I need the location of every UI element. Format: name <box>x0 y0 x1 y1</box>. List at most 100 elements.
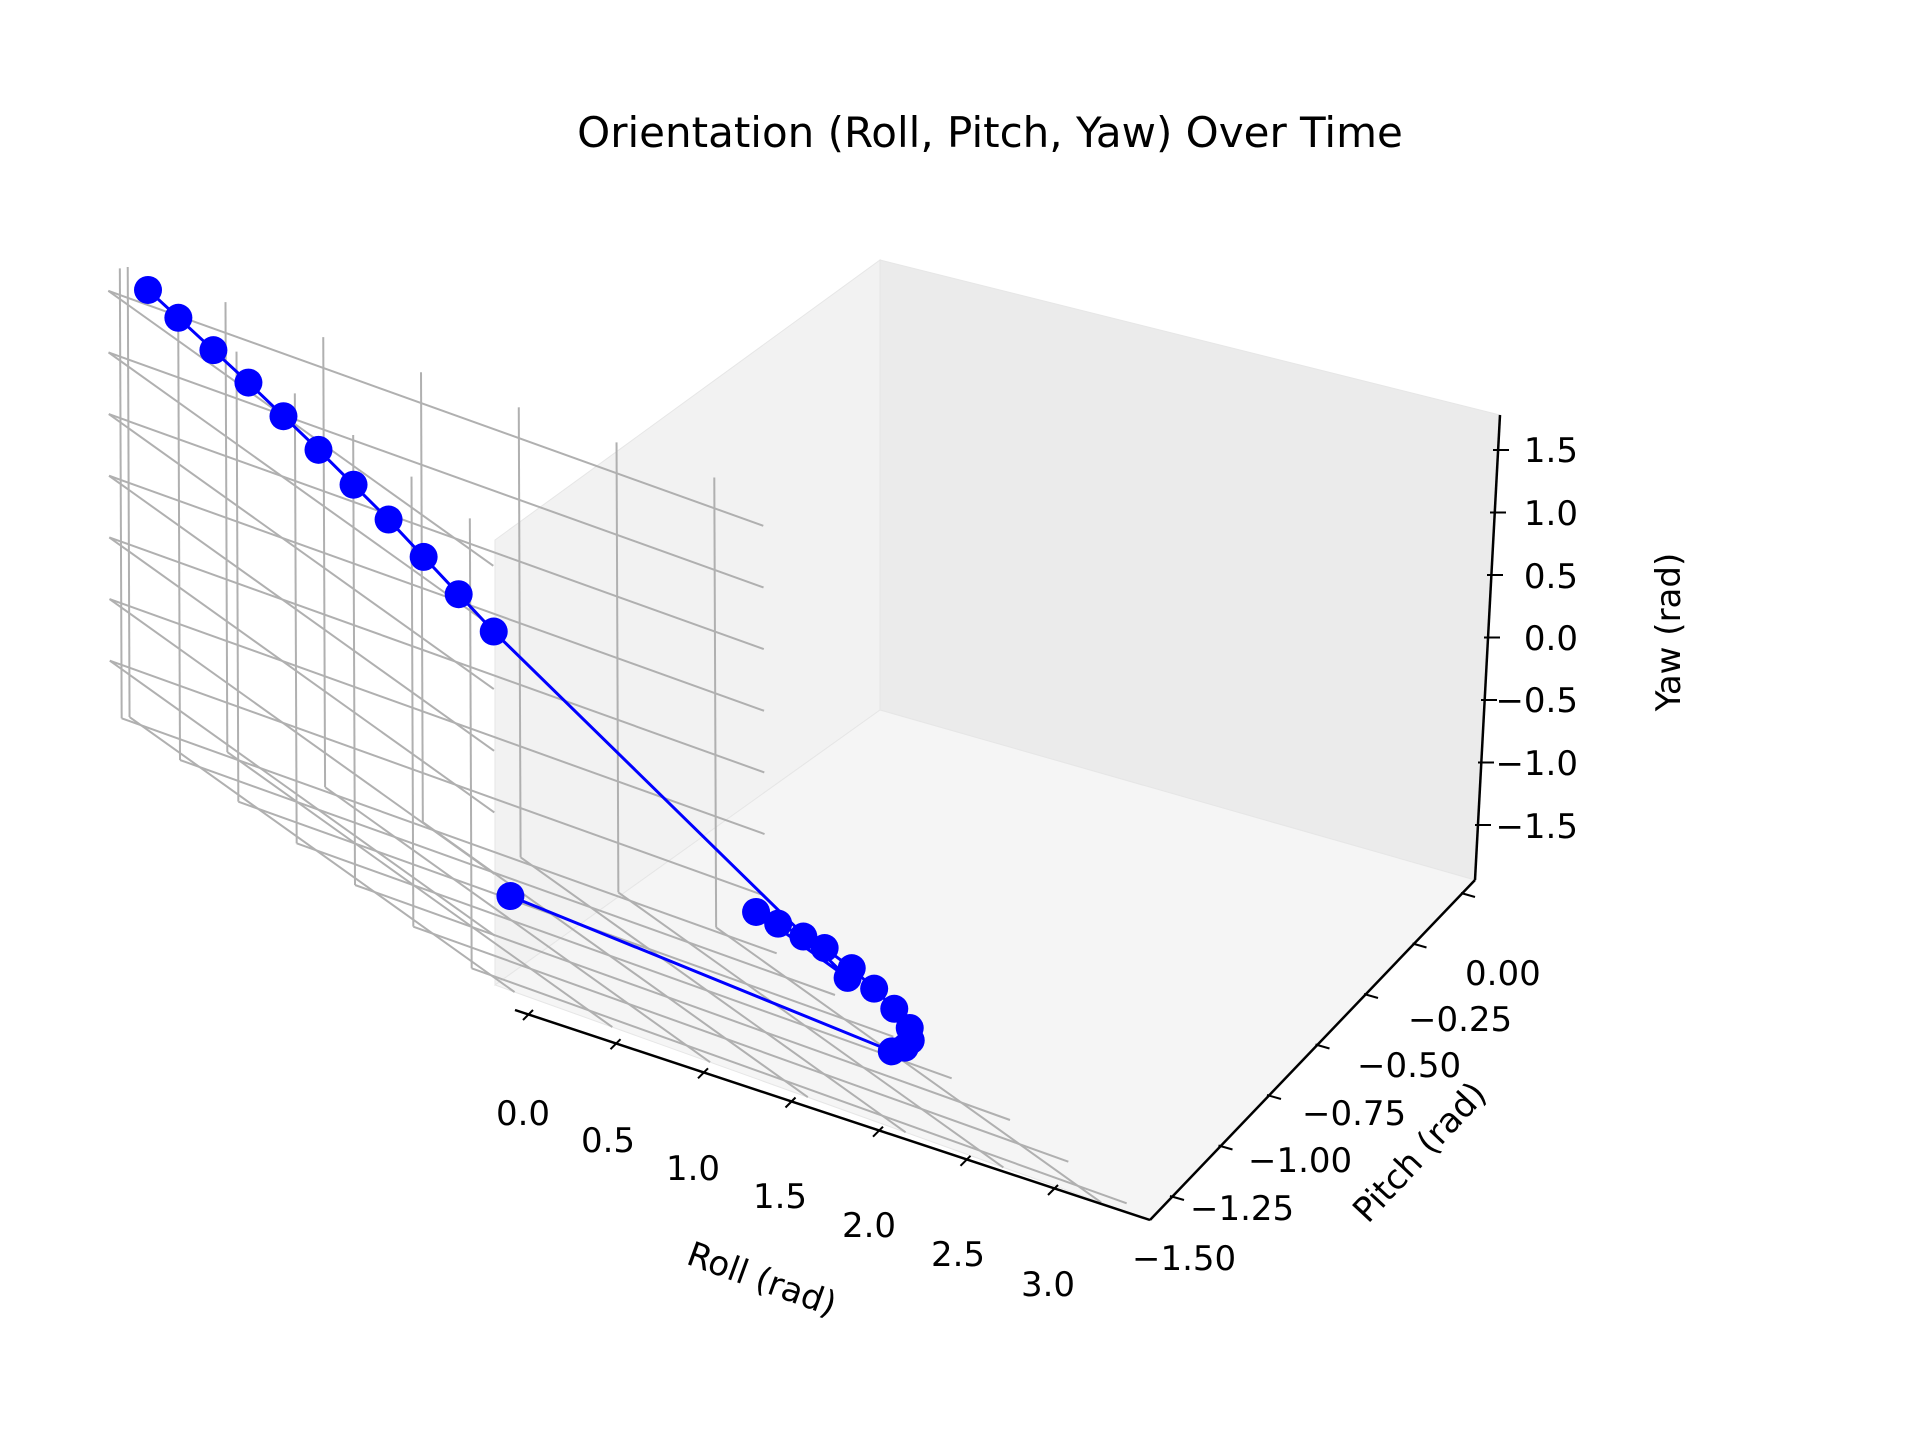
data-point <box>234 368 263 397</box>
data-point <box>789 922 818 951</box>
z-tick-label: −1.0 <box>1495 744 1578 784</box>
x-grid-line <box>322 337 327 788</box>
data-point <box>479 617 508 646</box>
y-tick-mark <box>1266 1094 1282 1100</box>
y-tick-label: −1.00 <box>1248 1141 1352 1181</box>
y-grid-line <box>354 884 1011 1121</box>
z-grid-line <box>109 659 766 897</box>
y-grid-line <box>352 434 356 886</box>
z-grid-line <box>108 413 765 651</box>
z-grid-line <box>107 351 495 629</box>
y-axis-line <box>1149 879 1476 1221</box>
data-series <box>134 275 925 1066</box>
axes <box>514 414 1509 1222</box>
data-point <box>134 275 163 304</box>
z-tick-label: 1.0 <box>1524 494 1578 534</box>
y-grid-line <box>118 268 123 719</box>
data-point <box>409 542 438 571</box>
x-tick-label: 1.0 <box>666 1149 720 1189</box>
x-tick-mark <box>959 1155 972 1167</box>
y-grid-line <box>121 717 778 955</box>
data-point <box>374 505 403 534</box>
z-tick-label: −0.5 <box>1495 681 1578 721</box>
x-grid-line <box>517 407 522 858</box>
z-axis-label: Yaw (rad) <box>1649 553 1689 712</box>
y-tick-mark <box>1412 942 1427 949</box>
y-tick-label: −0.75 <box>1302 1094 1406 1134</box>
y-grid-line <box>293 393 298 844</box>
x-grid-line <box>615 442 620 893</box>
z-grid-line <box>108 474 495 752</box>
x-tick-mark <box>784 1096 797 1109</box>
z-tick-label: −1.5 <box>1495 807 1578 847</box>
x-axis-line <box>514 1008 1151 1222</box>
z-tick-label: 0.0 <box>1524 619 1578 659</box>
data-point <box>199 336 228 365</box>
data-point <box>833 963 862 992</box>
z-grid-line <box>109 659 496 937</box>
z-grid-line <box>107 290 494 567</box>
x-tick-label: 2.5 <box>931 1235 985 1275</box>
y-grid-line <box>235 351 240 802</box>
data-point <box>860 974 889 1003</box>
z-grid-line <box>109 598 765 835</box>
data-point <box>269 402 298 431</box>
z-grid-line <box>108 474 765 712</box>
z-axis-line <box>1473 414 1502 881</box>
z-tick-label: 0.5 <box>1524 557 1578 597</box>
y-grid-line <box>412 925 1069 1163</box>
x-tick-label: 3.0 <box>1021 1265 1075 1305</box>
z-grid-line <box>108 351 764 589</box>
x-grid-line <box>226 751 613 1028</box>
data-point <box>895 1013 924 1042</box>
z-grid-line <box>107 289 764 527</box>
data-point <box>742 897 771 926</box>
x-tick-mark <box>697 1067 709 1080</box>
z-grid-line <box>108 536 765 774</box>
z-grid-line <box>108 598 496 875</box>
x-tick-label: 2.0 <box>842 1206 896 1246</box>
x-tick-labels: 0.0 0.5 1.0 1.5 2.0 2.5 3.0 <box>496 1094 1075 1305</box>
x-grid-line <box>420 372 424 823</box>
data-point <box>339 470 368 499</box>
y-tick-mark <box>1460 892 1476 898</box>
data-point <box>304 435 333 464</box>
x-tick-mark <box>872 1125 884 1138</box>
z-tick-labels: 1.5 1.0 0.5 0.0 −0.5 −1.0 −1.5 <box>1495 431 1578 847</box>
x-tick-mark <box>1047 1184 1059 1196</box>
chart-title: Orientation (Roll, Pitch, Yaw) Over Time <box>577 108 1403 157</box>
x-tick-label: 0.0 <box>496 1094 550 1134</box>
x-grid-line <box>713 477 718 928</box>
y-tick-label: −1.50 <box>1132 1239 1236 1279</box>
x-grid-line <box>617 891 1004 1169</box>
x-grid-line <box>324 786 711 1063</box>
z-tick-label: 1.5 <box>1524 431 1578 471</box>
y-tick-mark <box>1315 1043 1330 1050</box>
y-tick-label: 0.00 <box>1465 954 1541 994</box>
z-grid-line <box>108 413 495 690</box>
y-grid-line <box>179 759 836 996</box>
data-point <box>880 994 909 1023</box>
x-grid-line <box>128 716 516 993</box>
x-tick-label: 1.5 <box>753 1177 807 1217</box>
x-grid-line <box>520 856 907 1134</box>
x-grid-line <box>715 926 1102 1204</box>
x-grid-line <box>126 267 131 718</box>
y-grid-line <box>471 967 1128 1205</box>
y-tick-mark <box>1169 1195 1185 1201</box>
y-tick-label: −0.50 <box>1357 1046 1461 1086</box>
x-tick-mark <box>522 1009 534 1021</box>
data-point <box>810 934 839 963</box>
data-point <box>164 303 193 332</box>
x-tick-label: 0.5 <box>581 1121 635 1161</box>
x-tick-mark <box>609 1038 622 1050</box>
data-point <box>496 882 525 911</box>
y-tick-mark <box>1363 993 1379 999</box>
y-tick-labels: 0.00 −0.25 −0.50 −0.75 −1.00 −1.25 −1.50 <box>1132 954 1541 1279</box>
y-grid-line <box>296 842 953 1080</box>
z-grid-line <box>108 536 495 814</box>
data-point <box>764 909 793 938</box>
y-tick-mark <box>1218 1144 1233 1151</box>
x-grid-line <box>224 302 229 753</box>
